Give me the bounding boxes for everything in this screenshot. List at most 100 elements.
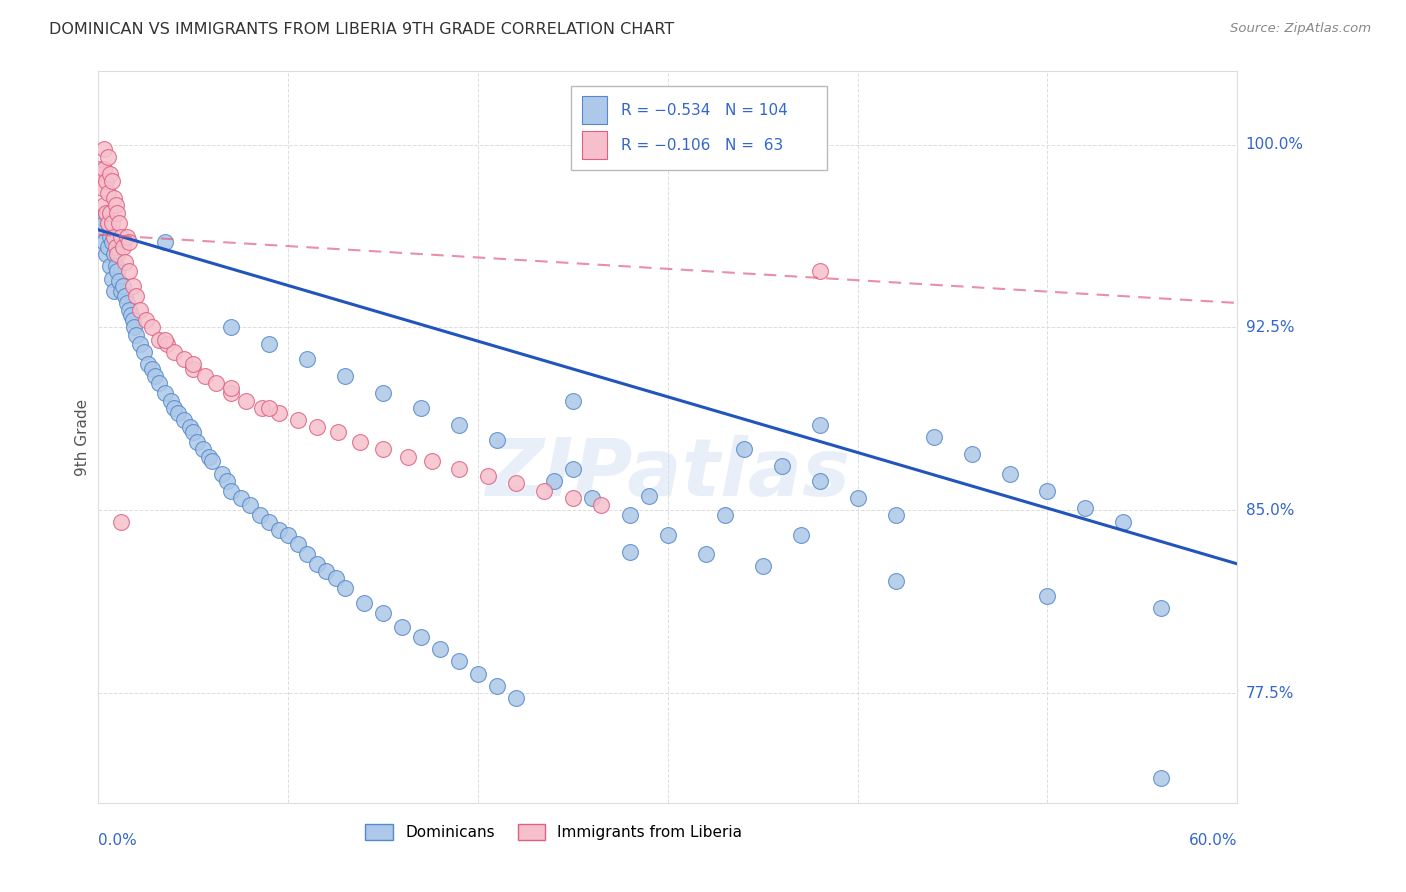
Point — [733, 442, 755, 457]
Point — [183, 361, 205, 376]
Point — [98, 230, 121, 244]
Point — [422, 454, 444, 468]
Point — [349, 434, 371, 449]
Point — [107, 264, 129, 278]
Point — [1074, 500, 1097, 515]
Point — [259, 401, 281, 415]
Point — [353, 596, 375, 610]
Point — [429, 642, 451, 657]
Point — [305, 557, 328, 571]
Point — [129, 337, 152, 351]
Point — [235, 393, 257, 408]
Point — [638, 489, 661, 503]
Point — [1036, 483, 1059, 498]
Point — [619, 544, 641, 558]
Point — [153, 235, 176, 249]
Point — [998, 467, 1021, 481]
Point — [486, 433, 509, 447]
Point — [1112, 516, 1135, 530]
Point — [267, 523, 290, 537]
Point — [112, 240, 135, 254]
Point — [156, 337, 179, 351]
Text: Source: ZipAtlas.com: Source: ZipAtlas.com — [1230, 22, 1371, 36]
Text: R = −0.534   N = 104: R = −0.534 N = 104 — [621, 103, 787, 118]
Point — [211, 467, 233, 481]
FancyBboxPatch shape — [582, 96, 607, 124]
Point — [287, 413, 309, 427]
Point — [770, 459, 793, 474]
Point — [167, 406, 190, 420]
Point — [91, 167, 114, 181]
Point — [97, 240, 120, 254]
Point — [93, 142, 115, 156]
Point — [277, 527, 299, 541]
Point — [562, 491, 585, 505]
Point — [103, 230, 125, 244]
Point — [179, 420, 201, 434]
Point — [173, 413, 195, 427]
Text: 100.0%: 100.0% — [1246, 137, 1303, 152]
Point — [118, 264, 141, 278]
Point — [124, 320, 146, 334]
Point — [335, 581, 357, 595]
Point — [91, 211, 114, 225]
Point — [129, 303, 152, 318]
Text: 92.5%: 92.5% — [1246, 320, 1294, 334]
Point — [250, 401, 273, 415]
Point — [197, 450, 219, 464]
Point — [148, 376, 170, 391]
Point — [93, 161, 115, 176]
Point — [100, 271, 122, 285]
Point — [107, 206, 129, 220]
Point — [371, 386, 394, 401]
Point — [159, 393, 181, 408]
Point — [94, 206, 117, 220]
Point — [110, 284, 132, 298]
Point — [112, 279, 135, 293]
Point — [103, 191, 125, 205]
Point — [486, 679, 509, 693]
Point — [505, 476, 527, 491]
Point — [205, 376, 228, 391]
Point — [581, 491, 603, 505]
Point — [125, 288, 148, 302]
Point — [960, 447, 983, 461]
Point — [115, 230, 138, 244]
Point — [239, 499, 262, 513]
Point — [221, 483, 243, 498]
Point — [752, 559, 775, 574]
Point — [98, 260, 121, 274]
FancyBboxPatch shape — [582, 131, 607, 159]
Point — [93, 215, 115, 229]
Point — [315, 564, 337, 578]
Point — [287, 537, 309, 551]
Point — [591, 499, 613, 513]
Point — [297, 547, 319, 561]
Point — [132, 344, 155, 359]
Point — [183, 357, 205, 371]
Point — [107, 247, 129, 261]
Point — [145, 369, 167, 384]
Point — [163, 344, 186, 359]
Point — [411, 401, 433, 415]
Point — [305, 420, 328, 434]
Point — [884, 574, 907, 588]
Point — [148, 333, 170, 347]
Point — [808, 417, 831, 432]
Point — [695, 547, 717, 561]
Text: ZIPatlas: ZIPatlas — [485, 434, 851, 513]
Point — [183, 425, 205, 440]
Point — [846, 491, 869, 505]
Point — [89, 223, 111, 237]
Point — [391, 620, 413, 634]
Point — [104, 198, 127, 212]
Point — [118, 235, 141, 249]
Point — [91, 181, 114, 195]
Point — [221, 386, 243, 401]
Point — [110, 230, 132, 244]
Text: 85.0%: 85.0% — [1246, 503, 1294, 517]
Point — [325, 572, 347, 586]
Point — [108, 215, 131, 229]
Point — [884, 508, 907, 522]
Point — [141, 320, 163, 334]
